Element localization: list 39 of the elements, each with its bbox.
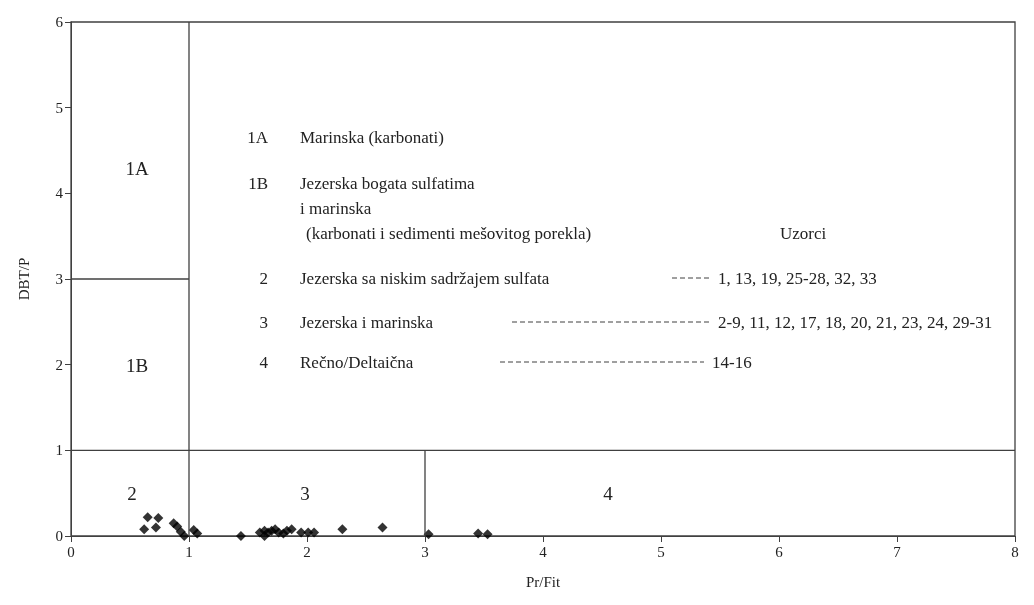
annotation: Jezerska i marinska <box>300 312 434 332</box>
annotation: Uzorci <box>780 223 827 243</box>
x-tick-label: 4 <box>539 543 548 560</box>
y-axis-title: DBT/P <box>15 257 32 301</box>
annotation: 1, 13, 19, 25-28, 32, 33 <box>718 268 877 288</box>
x-tick-label: 8 <box>1011 543 1019 560</box>
annotation: 14-16 <box>712 352 752 372</box>
annotation: Marinska (karbonati) <box>300 127 444 147</box>
x-tick-label: 7 <box>893 543 902 560</box>
annotation: (karbonati i sedimenti mešovitog porekla) <box>306 223 592 243</box>
annotation: 4 <box>603 482 614 504</box>
annotation: 2-9, 11, 12, 17, 18, 20, 21, 23, 24, 29-31 <box>718 312 993 332</box>
y-tick-label: 1 <box>55 442 63 459</box>
annotation: Rečno/Deltaična <box>300 352 414 372</box>
annotation: 3 <box>300 482 310 504</box>
y-tick-label: 6 <box>55 14 64 30</box>
annotation: i marinska <box>300 198 372 218</box>
x-tick-label: 6 <box>775 543 784 560</box>
y-tick-label: 0 <box>55 528 63 544</box>
annotation: 2 <box>127 482 137 504</box>
x-axis-title: Pr/Fit <box>525 573 561 590</box>
annotation: Jezerska sa niskim sadržajem sulfata <box>300 268 550 288</box>
annotation: 1B <box>248 173 268 193</box>
annotation: 1B <box>125 354 149 376</box>
x-tick-label: 5 <box>657 543 665 560</box>
y-tick-label: 4 <box>55 185 64 202</box>
x-tick-label: 1 <box>185 543 193 560</box>
x-tick-label: 0 <box>67 543 75 560</box>
y-tick-label: 2 <box>55 356 63 373</box>
annotation: Jezerska bogata sulfatima <box>300 173 476 193</box>
y-tick-label: 5 <box>55 99 63 116</box>
annotation: 2 <box>259 268 268 288</box>
annotation: 4 <box>259 352 269 372</box>
annotation: 1A <box>247 127 269 147</box>
annotation: 3 <box>259 312 268 332</box>
x-tick-label: 3 <box>421 543 429 560</box>
annotation: 1A <box>125 157 149 179</box>
x-tick-label: 2 <box>303 543 311 560</box>
y-tick-label: 3 <box>55 271 63 287</box>
